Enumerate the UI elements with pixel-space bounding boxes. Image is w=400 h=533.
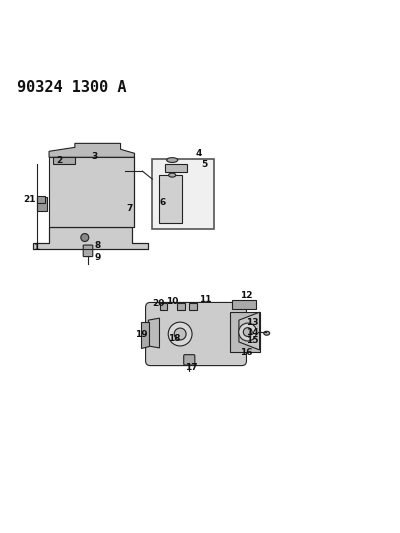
Text: 16: 16 [240,348,252,357]
Text: 9: 9 [95,253,101,262]
Text: 19: 19 [135,329,148,338]
Ellipse shape [239,323,257,341]
FancyBboxPatch shape [184,354,195,365]
Bar [177,303,185,310]
Text: 13: 13 [246,318,258,327]
Text: 3: 3 [92,152,98,161]
Bar [37,197,47,211]
Bar [230,312,260,352]
Text: 14: 14 [246,328,258,336]
Ellipse shape [174,328,186,340]
Text: 8: 8 [95,241,101,249]
FancyBboxPatch shape [146,302,246,366]
Bar [165,164,187,172]
Ellipse shape [169,173,176,177]
Ellipse shape [168,322,192,346]
Text: 21: 21 [24,195,36,204]
Bar [53,157,75,164]
Circle shape [81,233,89,241]
Bar [189,303,197,310]
Bar [232,300,256,309]
Text: 4: 4 [196,149,202,158]
Text: 90324 1300 A: 90324 1300 A [17,80,127,95]
Bar [49,157,134,227]
Text: 1: 1 [33,243,39,252]
Text: 11: 11 [199,295,212,304]
Ellipse shape [167,158,178,163]
Text: 12: 12 [240,291,252,300]
Polygon shape [141,322,149,348]
Text: 2: 2 [57,156,63,165]
Polygon shape [239,312,260,350]
Ellipse shape [264,331,270,335]
Text: 17: 17 [185,362,198,372]
Text: 5: 5 [201,160,207,169]
Ellipse shape [243,328,252,336]
Text: 18: 18 [168,334,180,343]
Text: 6: 6 [159,198,165,207]
FancyBboxPatch shape [83,245,93,256]
Polygon shape [49,143,134,157]
Bar [152,159,214,229]
Text: 15: 15 [246,336,258,345]
Text: 10: 10 [166,297,178,306]
Polygon shape [148,318,160,348]
Bar [160,303,168,310]
Text: 7: 7 [126,204,133,213]
Polygon shape [33,227,148,248]
Polygon shape [160,175,182,223]
Bar [37,196,45,203]
Text: 20: 20 [152,299,164,308]
